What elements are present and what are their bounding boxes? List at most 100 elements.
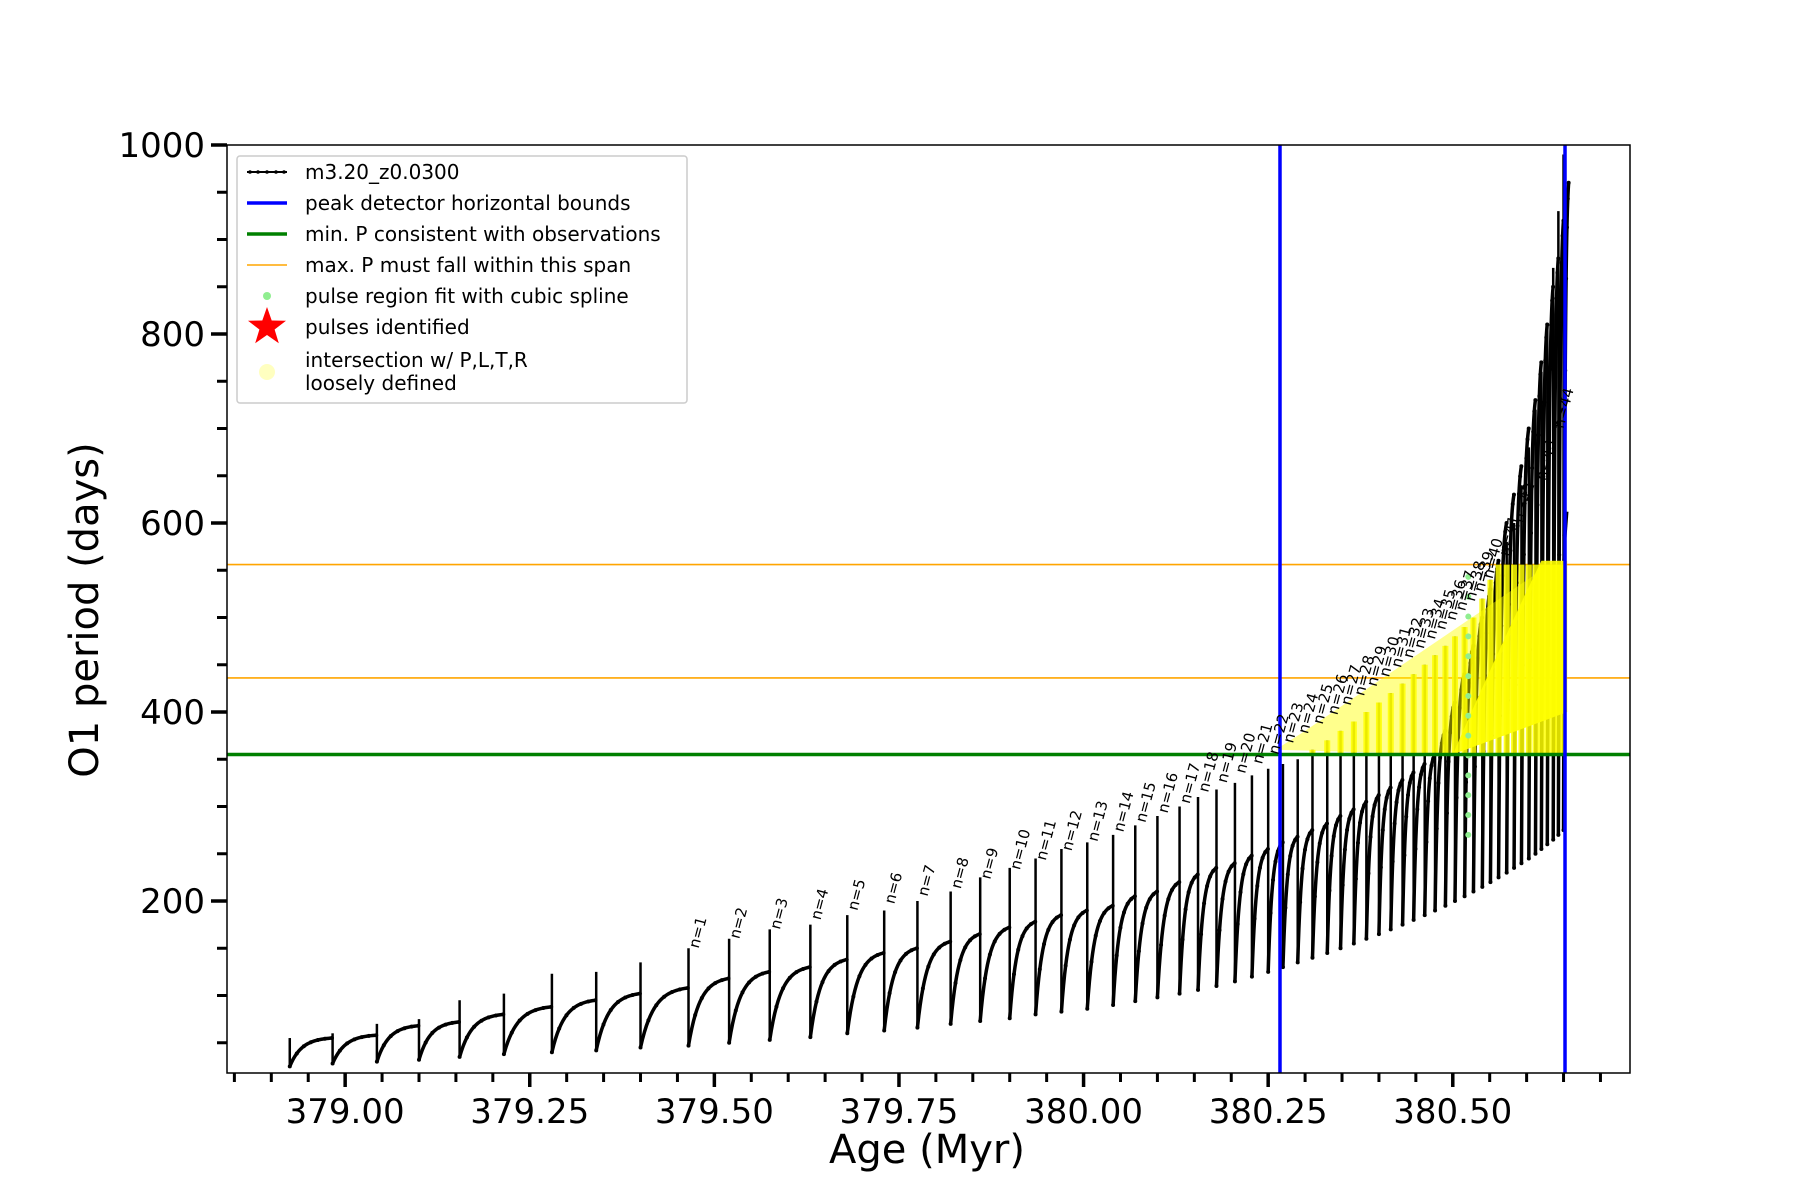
data-point bbox=[1390, 859, 1395, 864]
data-point bbox=[525, 1011, 530, 1016]
legend-label-line: pulse region fit with cubic spline bbox=[305, 284, 629, 308]
data-point bbox=[1376, 932, 1381, 937]
pulse-cycle bbox=[915, 901, 953, 1030]
pulse-cycle bbox=[948, 891, 982, 1026]
data-point bbox=[1114, 953, 1119, 958]
data-point bbox=[713, 981, 718, 986]
data-point bbox=[1050, 920, 1055, 925]
data-point bbox=[1407, 780, 1412, 785]
pulse-cycle bbox=[808, 924, 849, 1040]
data-point bbox=[616, 1000, 621, 1005]
data-point bbox=[1329, 853, 1334, 858]
data-point bbox=[1042, 941, 1047, 946]
data-point bbox=[1406, 793, 1411, 798]
data-point bbox=[1300, 866, 1305, 871]
data-point bbox=[937, 945, 942, 950]
x-tick-label: 379.50 bbox=[655, 1092, 774, 1132]
data-point bbox=[1133, 999, 1138, 1004]
data-point bbox=[1504, 870, 1509, 875]
data-point bbox=[1510, 501, 1515, 506]
data-point bbox=[1526, 426, 1531, 431]
data-point bbox=[1327, 888, 1332, 893]
data-point bbox=[832, 962, 837, 967]
legend-label: max. P must fall within this span bbox=[305, 253, 631, 277]
data-point bbox=[301, 1044, 306, 1049]
legend-marker bbox=[282, 170, 286, 174]
data-point bbox=[1325, 950, 1330, 955]
data-point bbox=[359, 1035, 364, 1040]
data-point bbox=[826, 969, 831, 974]
data-point bbox=[1503, 529, 1508, 534]
data-point bbox=[1024, 926, 1029, 931]
data-point bbox=[1232, 979, 1237, 984]
data-point bbox=[1125, 901, 1130, 906]
data-point bbox=[677, 987, 682, 992]
data-point bbox=[1551, 837, 1556, 842]
data-point bbox=[1402, 853, 1407, 858]
spline-fit-point bbox=[1465, 633, 1472, 640]
data-point bbox=[1255, 884, 1260, 889]
data-point bbox=[1331, 834, 1336, 839]
data-point bbox=[1508, 548, 1513, 553]
y-tick-label: 400 bbox=[140, 693, 205, 733]
y-tick-label: 800 bbox=[140, 315, 205, 355]
data-point bbox=[693, 1013, 698, 1018]
data-point bbox=[1556, 832, 1561, 837]
data-point bbox=[1307, 831, 1312, 836]
data-point bbox=[1422, 913, 1427, 918]
data-point bbox=[1205, 883, 1210, 888]
pulse-cycle bbox=[1177, 806, 1200, 996]
legend-entry: max. P must fall within this span bbox=[247, 253, 631, 277]
data-point bbox=[1539, 360, 1544, 365]
data-point bbox=[594, 1048, 599, 1053]
data-point bbox=[1530, 466, 1535, 471]
legend-label-line: loosely defined bbox=[305, 371, 457, 395]
data-point bbox=[1317, 841, 1322, 846]
data-point bbox=[1429, 763, 1434, 768]
plot-area: n=1 n=2 n=3 n=4 n=5 n=6 n=7 n=8 n=9 n=10n=11n=12n… bbox=[227, 145, 1630, 1073]
data-point bbox=[1342, 847, 1347, 852]
data-point bbox=[1475, 656, 1480, 661]
data-point bbox=[1217, 928, 1222, 933]
data-point bbox=[1411, 917, 1416, 922]
data-point bbox=[915, 1025, 920, 1030]
data-point bbox=[781, 986, 786, 991]
data-point bbox=[997, 931, 1002, 936]
data-point bbox=[968, 938, 973, 943]
spline-fit-point bbox=[1465, 653, 1472, 660]
data-point bbox=[443, 1022, 448, 1027]
pulse-cycle bbox=[1007, 867, 1038, 1021]
intersection-region bbox=[1275, 560, 1568, 755]
data-point bbox=[1446, 759, 1451, 764]
data-point bbox=[654, 1003, 659, 1008]
data-point bbox=[1443, 903, 1448, 908]
data-point bbox=[740, 990, 745, 995]
data-point bbox=[1028, 922, 1033, 927]
data-point bbox=[1492, 606, 1497, 611]
data-point bbox=[330, 1061, 335, 1066]
data-point bbox=[1531, 429, 1536, 434]
data-point bbox=[1496, 875, 1501, 880]
pulse-cycle bbox=[978, 877, 1012, 1024]
data-point bbox=[953, 980, 958, 985]
legend-label-line: m3.20_z0.0300 bbox=[305, 160, 460, 184]
data-point bbox=[601, 1022, 606, 1027]
pulse-cycle bbox=[1310, 749, 1330, 960]
data-point bbox=[1129, 896, 1134, 901]
pulse-cycle bbox=[330, 1033, 379, 1066]
pulse-cycle bbox=[1351, 721, 1369, 946]
data-point bbox=[820, 980, 825, 985]
data-point bbox=[1102, 910, 1107, 915]
data-point bbox=[1462, 894, 1467, 899]
data-point bbox=[893, 970, 898, 975]
data-point bbox=[1189, 880, 1194, 885]
data-point bbox=[1177, 991, 1182, 996]
data-point bbox=[1500, 573, 1505, 578]
data-point bbox=[958, 958, 963, 963]
legend-marker bbox=[274, 170, 278, 174]
data-point bbox=[686, 1043, 691, 1048]
data-point bbox=[670, 990, 675, 995]
data-point bbox=[1400, 922, 1405, 927]
data-point bbox=[436, 1025, 441, 1030]
